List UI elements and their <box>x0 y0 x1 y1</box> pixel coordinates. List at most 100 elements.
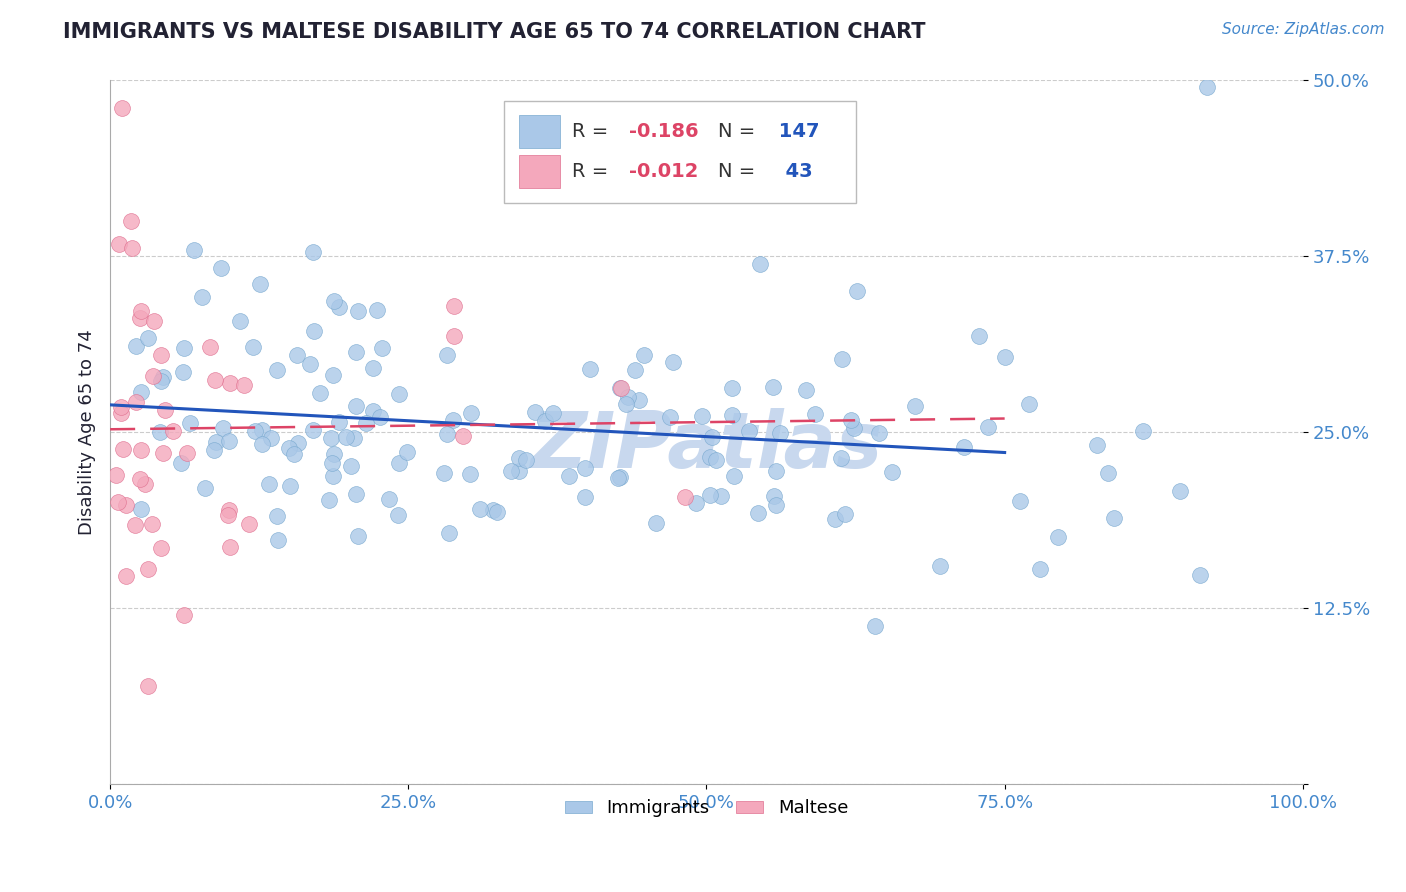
Point <box>371 342 394 356</box>
Point <box>344 486 367 500</box>
Point <box>610 381 633 395</box>
Point <box>218 434 240 448</box>
Point <box>243 424 266 438</box>
Point <box>218 540 240 554</box>
FancyBboxPatch shape <box>519 115 560 147</box>
Point <box>150 541 173 555</box>
Point <box>252 423 274 437</box>
Point <box>283 446 305 460</box>
Point <box>485 505 508 519</box>
Point <box>451 428 474 442</box>
Point <box>108 237 131 252</box>
Point <box>1018 397 1040 411</box>
Text: N =: N = <box>718 122 762 141</box>
Point <box>242 340 264 354</box>
Point <box>929 559 952 574</box>
Point <box>904 399 927 413</box>
Point <box>769 425 792 440</box>
Point <box>952 440 974 454</box>
Point <box>690 409 713 424</box>
Point <box>287 348 309 362</box>
Point <box>436 427 458 442</box>
Point <box>302 423 325 437</box>
Point <box>366 303 388 318</box>
Point <box>328 415 350 429</box>
Point <box>388 387 411 401</box>
Text: Source: ZipAtlas.com: Source: ZipAtlas.com <box>1222 22 1385 37</box>
Point <box>460 406 482 420</box>
Point <box>609 469 631 483</box>
Point <box>699 450 721 465</box>
Point <box>831 352 853 367</box>
Point <box>515 452 537 467</box>
Point <box>361 361 384 376</box>
Point <box>278 478 301 492</box>
Point <box>1104 511 1126 525</box>
Point <box>437 526 460 541</box>
Point <box>387 508 409 523</box>
Point <box>1010 493 1032 508</box>
Point <box>574 491 596 505</box>
Point <box>125 339 148 353</box>
Point <box>839 413 862 427</box>
Point <box>183 243 205 257</box>
Point <box>302 244 325 259</box>
Point <box>443 328 465 343</box>
Point <box>443 299 465 313</box>
Point <box>335 430 357 444</box>
Point <box>173 341 195 355</box>
Point <box>131 502 153 516</box>
Point <box>1046 530 1069 544</box>
Point <box>762 380 785 394</box>
Point <box>499 464 522 478</box>
Point <box>557 468 579 483</box>
Point <box>233 377 256 392</box>
Point <box>645 516 668 530</box>
Point <box>796 383 818 397</box>
Point <box>868 426 890 441</box>
Point <box>129 303 152 318</box>
Point <box>249 277 271 291</box>
Point <box>322 469 344 483</box>
Point <box>277 441 299 455</box>
Text: 43: 43 <box>772 162 813 181</box>
Point <box>368 410 391 425</box>
Point <box>356 416 378 430</box>
Point <box>217 508 239 522</box>
Point <box>470 501 492 516</box>
Point <box>229 314 252 328</box>
Point <box>747 506 769 520</box>
Point <box>977 420 1000 434</box>
Point <box>179 417 201 431</box>
Point <box>110 400 132 414</box>
Point <box>1029 562 1052 576</box>
Point <box>1085 438 1108 452</box>
Point <box>830 450 852 465</box>
Text: ZIPatlas: ZIPatlas <box>530 409 883 484</box>
Point <box>534 414 557 428</box>
Point <box>508 451 530 466</box>
Point <box>710 490 733 504</box>
Point <box>1132 424 1154 438</box>
Point <box>1188 568 1211 582</box>
Point <box>170 456 193 470</box>
Point <box>204 372 226 386</box>
Point <box>173 608 195 623</box>
Point <box>319 431 342 445</box>
Text: N =: N = <box>718 162 762 181</box>
Point <box>1168 483 1191 498</box>
Point <box>287 435 309 450</box>
Point <box>198 340 221 354</box>
Point <box>340 459 363 474</box>
Point <box>150 375 173 389</box>
Point <box>699 488 721 502</box>
Point <box>617 390 640 404</box>
Point <box>994 350 1017 364</box>
Point <box>115 569 138 583</box>
Point <box>673 490 696 504</box>
Point <box>252 437 274 451</box>
Point <box>614 397 637 411</box>
Point <box>128 311 150 326</box>
Text: IMMIGRANTS VS MALTESE DISABILITY AGE 65 TO 74 CORRELATION CHART: IMMIGRANTS VS MALTESE DISABILITY AGE 65 … <box>63 22 925 42</box>
Point <box>110 406 132 420</box>
